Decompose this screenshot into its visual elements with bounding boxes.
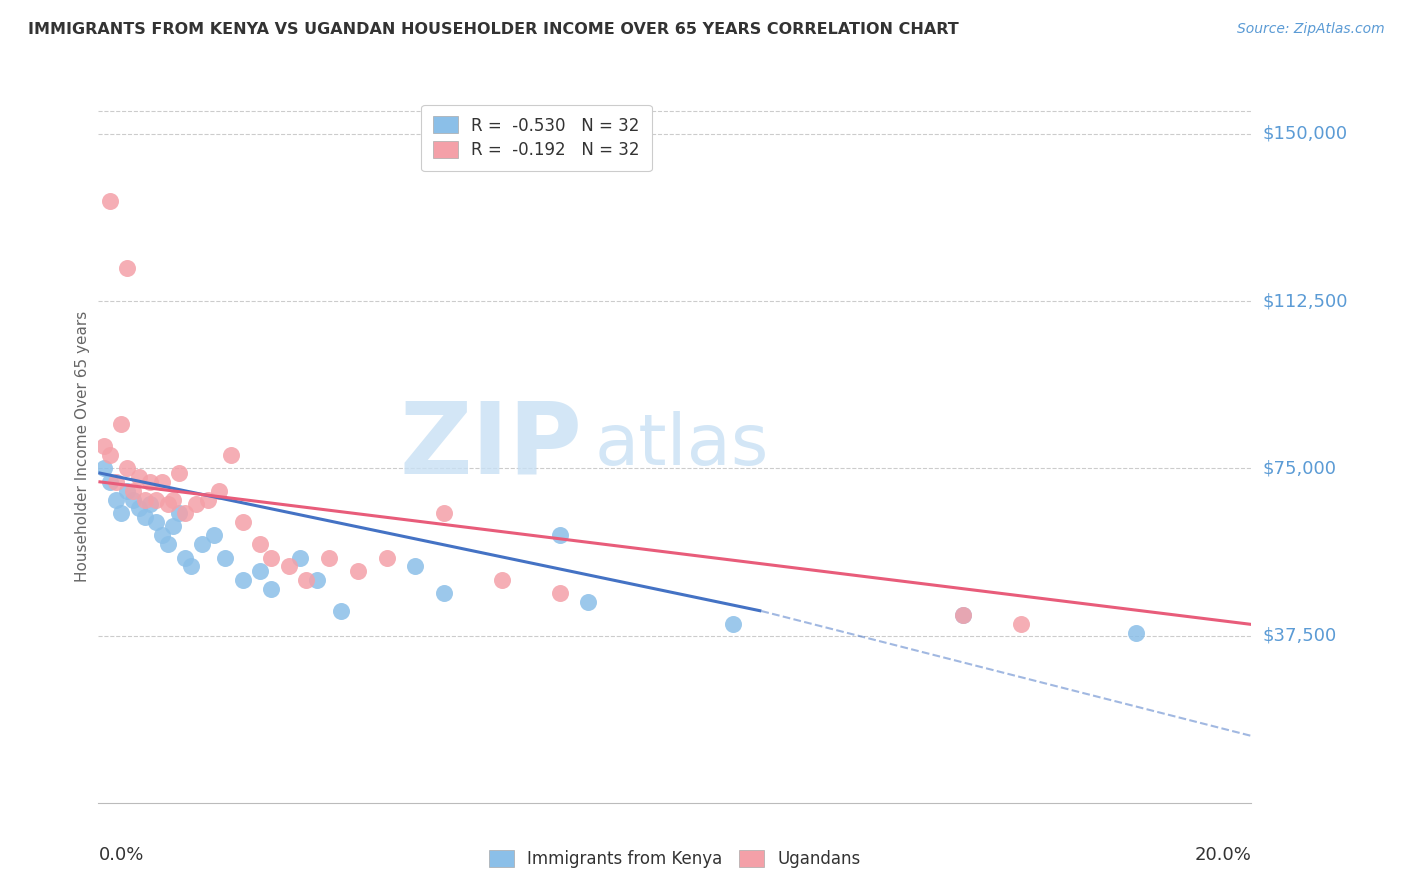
- Point: [93, 461, 115, 475]
- Point: [433, 586, 456, 600]
- Point: [104, 475, 127, 489]
- Point: [260, 582, 283, 596]
- Point: [318, 550, 340, 565]
- Point: [145, 515, 167, 529]
- Point: [110, 506, 132, 520]
- Point: [174, 550, 197, 565]
- Point: [231, 573, 254, 587]
- Point: [307, 573, 329, 587]
- Point: [167, 466, 190, 480]
- Point: [162, 492, 184, 507]
- Point: [405, 559, 427, 574]
- Point: [375, 550, 398, 565]
- Point: [202, 528, 225, 542]
- Point: [231, 515, 254, 529]
- Point: [346, 564, 368, 578]
- Point: [117, 461, 138, 475]
- Point: [578, 595, 600, 609]
- Point: [98, 194, 121, 208]
- Text: 20.0%: 20.0%: [1195, 846, 1251, 863]
- Point: [150, 528, 173, 542]
- Point: [134, 510, 156, 524]
- Point: [117, 483, 138, 498]
- Point: [122, 492, 145, 507]
- Point: [290, 550, 312, 565]
- Point: [548, 586, 571, 600]
- Point: [98, 475, 121, 489]
- Point: [139, 475, 162, 489]
- Point: [174, 506, 197, 520]
- Text: $150,000: $150,000: [1263, 125, 1347, 143]
- Point: [214, 550, 236, 565]
- Point: [134, 492, 156, 507]
- Point: [1010, 617, 1032, 632]
- Point: [329, 604, 352, 618]
- Point: [145, 492, 167, 507]
- Text: 0.0%: 0.0%: [98, 846, 143, 863]
- Point: [491, 573, 513, 587]
- Text: $75,000: $75,000: [1263, 459, 1337, 477]
- Point: [167, 506, 190, 520]
- Point: [952, 608, 974, 623]
- Point: [249, 564, 271, 578]
- Point: [93, 439, 115, 453]
- Text: ZIP: ZIP: [399, 398, 582, 494]
- Point: [128, 470, 150, 484]
- Point: [98, 448, 121, 462]
- Point: [548, 528, 571, 542]
- Point: [433, 506, 456, 520]
- Point: [1125, 626, 1147, 640]
- Point: [156, 537, 179, 551]
- Text: $37,500: $37,500: [1263, 626, 1337, 645]
- Legend: R =  -0.530   N = 32, R =  -0.192   N = 32: R = -0.530 N = 32, R = -0.192 N = 32: [422, 104, 651, 171]
- Point: [122, 483, 145, 498]
- Text: Source: ZipAtlas.com: Source: ZipAtlas.com: [1237, 22, 1385, 37]
- Point: [208, 483, 231, 498]
- Point: [104, 492, 127, 507]
- Point: [150, 475, 173, 489]
- Text: IMMIGRANTS FROM KENYA VS UGANDAN HOUSEHOLDER INCOME OVER 65 YEARS CORRELATION CH: IMMIGRANTS FROM KENYA VS UGANDAN HOUSEHO…: [28, 22, 959, 37]
- Y-axis label: Householder Income Over 65 years: Householder Income Over 65 years: [75, 310, 90, 582]
- Text: atlas: atlas: [595, 411, 769, 481]
- Text: $112,500: $112,500: [1263, 292, 1348, 310]
- Point: [721, 617, 744, 632]
- Point: [260, 550, 283, 565]
- Point: [139, 497, 162, 511]
- Point: [952, 608, 974, 623]
- Point: [156, 497, 179, 511]
- Legend: Immigrants from Kenya, Ugandans: Immigrants from Kenya, Ugandans: [482, 843, 868, 875]
- Point: [295, 573, 318, 587]
- Point: [219, 448, 242, 462]
- Point: [197, 492, 219, 507]
- Point: [117, 260, 138, 275]
- Point: [180, 559, 202, 574]
- Point: [162, 519, 184, 533]
- Point: [191, 537, 214, 551]
- Point: [249, 537, 271, 551]
- Point: [186, 497, 208, 511]
- Point: [110, 417, 132, 431]
- Point: [128, 501, 150, 516]
- Point: [277, 559, 299, 574]
